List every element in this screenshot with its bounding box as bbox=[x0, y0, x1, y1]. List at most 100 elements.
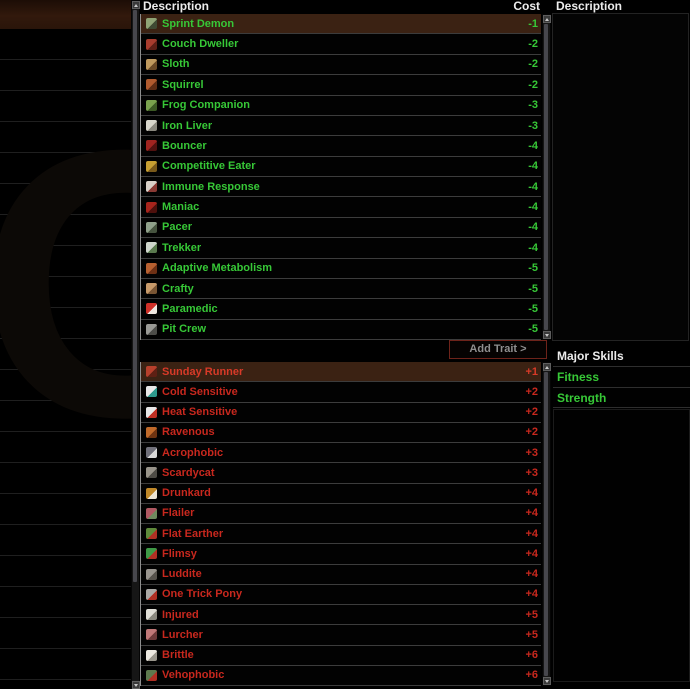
scroll-up-arrow-icon[interactable] bbox=[543, 15, 551, 23]
trait-row-flimsy[interactable]: Flimsy +4 bbox=[141, 544, 541, 565]
trait-cost: -5 bbox=[528, 302, 538, 315]
scrollbar-thumb[interactable] bbox=[133, 10, 137, 582]
trait-row-acrophobic[interactable]: Acrophobic +3 bbox=[141, 443, 541, 464]
trait-name: Drunkard bbox=[162, 487, 211, 500]
trait-cost: -1 bbox=[528, 17, 538, 30]
sprint-demon-icon bbox=[146, 18, 157, 30]
trait-row-maniac[interactable]: Maniac -4 bbox=[141, 197, 541, 218]
trait-row-brittle[interactable]: Brittle +6 bbox=[141, 645, 541, 666]
trait-row-lurcher[interactable]: Lurcher +5 bbox=[141, 625, 541, 646]
trait-row-bouncer[interactable]: Bouncer -4 bbox=[141, 136, 541, 157]
traits-description-column-title: Description bbox=[143, 0, 210, 13]
scrollbar-thumb[interactable] bbox=[544, 372, 548, 676]
trait-row-heat-sensitive[interactable]: Heat Sensitive +2 bbox=[141, 402, 541, 423]
positive-traits-scrollbar[interactable] bbox=[542, 14, 551, 340]
trait-name: Sunday Runner bbox=[162, 365, 244, 378]
trait-row-flailer[interactable]: Flailer +4 bbox=[141, 503, 541, 524]
trait-row-squirrel[interactable]: Squirrel -2 bbox=[141, 75, 541, 96]
trait-row-drunkard[interactable]: Drunkard +4 bbox=[141, 483, 541, 504]
trait-row-immune-response[interactable]: Immune Response -4 bbox=[141, 177, 541, 198]
heat-sensitive-icon bbox=[146, 406, 157, 418]
trait-cost: -3 bbox=[528, 119, 538, 132]
luddite-icon bbox=[146, 568, 157, 580]
trait-row-sloth[interactable]: Sloth -2 bbox=[141, 54, 541, 76]
trait-cost: +4 bbox=[525, 547, 538, 560]
trait-cost: +4 bbox=[525, 568, 538, 581]
immune-response-icon bbox=[146, 181, 157, 193]
scroll-down-arrow-icon[interactable] bbox=[543, 331, 551, 339]
scroll-up-arrow-icon[interactable] bbox=[132, 1, 140, 9]
maniac-icon bbox=[146, 201, 157, 213]
scrollbar-thumb[interactable] bbox=[544, 24, 548, 330]
skill-name: Strength bbox=[557, 390, 607, 405]
trait-name: Adaptive Metabolism bbox=[162, 262, 273, 275]
competitive-eater-icon bbox=[146, 160, 157, 172]
trait-name: Bouncer bbox=[162, 139, 207, 152]
skill-row-fitness[interactable]: Fitness bbox=[553, 366, 690, 387]
trait-row-pacer[interactable]: Pacer -4 bbox=[141, 217, 541, 239]
trait-cost: +3 bbox=[525, 466, 538, 479]
trait-row-luddite[interactable]: Luddite +4 bbox=[141, 564, 541, 585]
iron-liver-icon bbox=[146, 120, 157, 132]
bouncer-icon bbox=[146, 140, 157, 152]
trait-cost: +4 bbox=[525, 588, 538, 601]
trait-row-competitive-eater[interactable]: Competitive Eater -4 bbox=[141, 156, 541, 177]
vehophobic-icon bbox=[146, 669, 157, 681]
negative-traits-scrollbar[interactable] bbox=[542, 362, 551, 686]
trait-cost: -3 bbox=[528, 99, 538, 112]
trait-name: Vehophobic bbox=[162, 669, 225, 682]
background-logo-watermark: OID bbox=[0, 18, 131, 550]
trait-row-trekker[interactable]: Trekker -4 bbox=[141, 238, 541, 259]
trait-name: Flat Earther bbox=[162, 527, 224, 540]
trait-cost: -5 bbox=[528, 323, 538, 336]
trait-row-sprint-demon[interactable]: Sprint Demon -1 bbox=[141, 14, 541, 35]
trait-row-pit-crew[interactable]: Pit Crew -5 bbox=[141, 319, 541, 340]
trait-row-cold-sensitive[interactable]: Cold Sensitive +2 bbox=[141, 382, 541, 403]
trait-row-adaptive-metabolism[interactable]: Adaptive Metabolism -5 bbox=[141, 258, 541, 279]
squirrel-icon bbox=[146, 79, 157, 91]
trait-row-vehophobic[interactable]: Vehophobic +6 bbox=[141, 665, 541, 686]
trait-list-header: Description Cost bbox=[140, 0, 542, 13]
trait-name: Pit Crew bbox=[162, 323, 207, 336]
trait-row-paramedic[interactable]: Paramedic -5 bbox=[141, 299, 541, 320]
major-skills-title: Major Skills bbox=[557, 349, 624, 363]
trait-cost: -5 bbox=[528, 282, 538, 295]
trait-row-ravenous[interactable]: Ravenous +2 bbox=[141, 422, 541, 443]
trait-row-scardycat[interactable]: Scardycat +3 bbox=[141, 463, 541, 484]
flat-earther-icon bbox=[146, 528, 157, 540]
scardycat-icon bbox=[146, 467, 157, 479]
left-panel-scrollbar[interactable] bbox=[131, 0, 140, 689]
trait-row-iron-liver[interactable]: Iron Liver -3 bbox=[141, 115, 541, 137]
trait-description-panel bbox=[552, 13, 689, 341]
trait-name: Pacer bbox=[162, 221, 192, 234]
trait-cost: -4 bbox=[528, 201, 538, 214]
trait-row-flat-earther[interactable]: Flat Earther +4 bbox=[141, 524, 541, 545]
scroll-up-arrow-icon[interactable] bbox=[543, 363, 551, 371]
trait-row-injured[interactable]: Injured +5 bbox=[141, 605, 541, 626]
trait-name: Frog Companion bbox=[162, 99, 250, 112]
trait-cost: +6 bbox=[525, 669, 538, 682]
trait-row-one-trick-pony[interactable]: One Trick Pony +4 bbox=[141, 584, 541, 605]
trait-cost: +5 bbox=[525, 608, 538, 621]
trait-cost: +6 bbox=[525, 649, 538, 662]
trait-name: Sloth bbox=[162, 58, 190, 71]
trait-cost: +5 bbox=[525, 628, 538, 641]
one-trick-pony-icon bbox=[146, 588, 157, 600]
trait-name: Injured bbox=[162, 608, 199, 621]
trait-cost: -4 bbox=[528, 139, 538, 152]
trait-name: Crafty bbox=[162, 282, 194, 295]
scroll-down-arrow-icon[interactable] bbox=[543, 677, 551, 685]
trait-row-couch-dweller[interactable]: Couch Dweller -2 bbox=[141, 34, 541, 55]
trait-cost: +4 bbox=[525, 487, 538, 500]
skill-row-strength[interactable]: Strength bbox=[553, 387, 690, 408]
trait-row-sunday-runner[interactable]: Sunday Runner +1 bbox=[141, 362, 541, 383]
cold-sensitive-icon bbox=[146, 386, 157, 398]
add-trait-button[interactable]: Add Trait > bbox=[449, 340, 547, 359]
trait-cost: -4 bbox=[528, 160, 538, 173]
trait-name: Flailer bbox=[162, 507, 195, 520]
trait-row-frog-companion[interactable]: Frog Companion -3 bbox=[141, 95, 541, 116]
left-background-panel: OID bbox=[0, 0, 131, 689]
scroll-down-arrow-icon[interactable] bbox=[132, 681, 140, 689]
trait-name: Couch Dweller bbox=[162, 38, 239, 51]
trait-row-crafty[interactable]: Crafty -5 bbox=[141, 278, 541, 300]
